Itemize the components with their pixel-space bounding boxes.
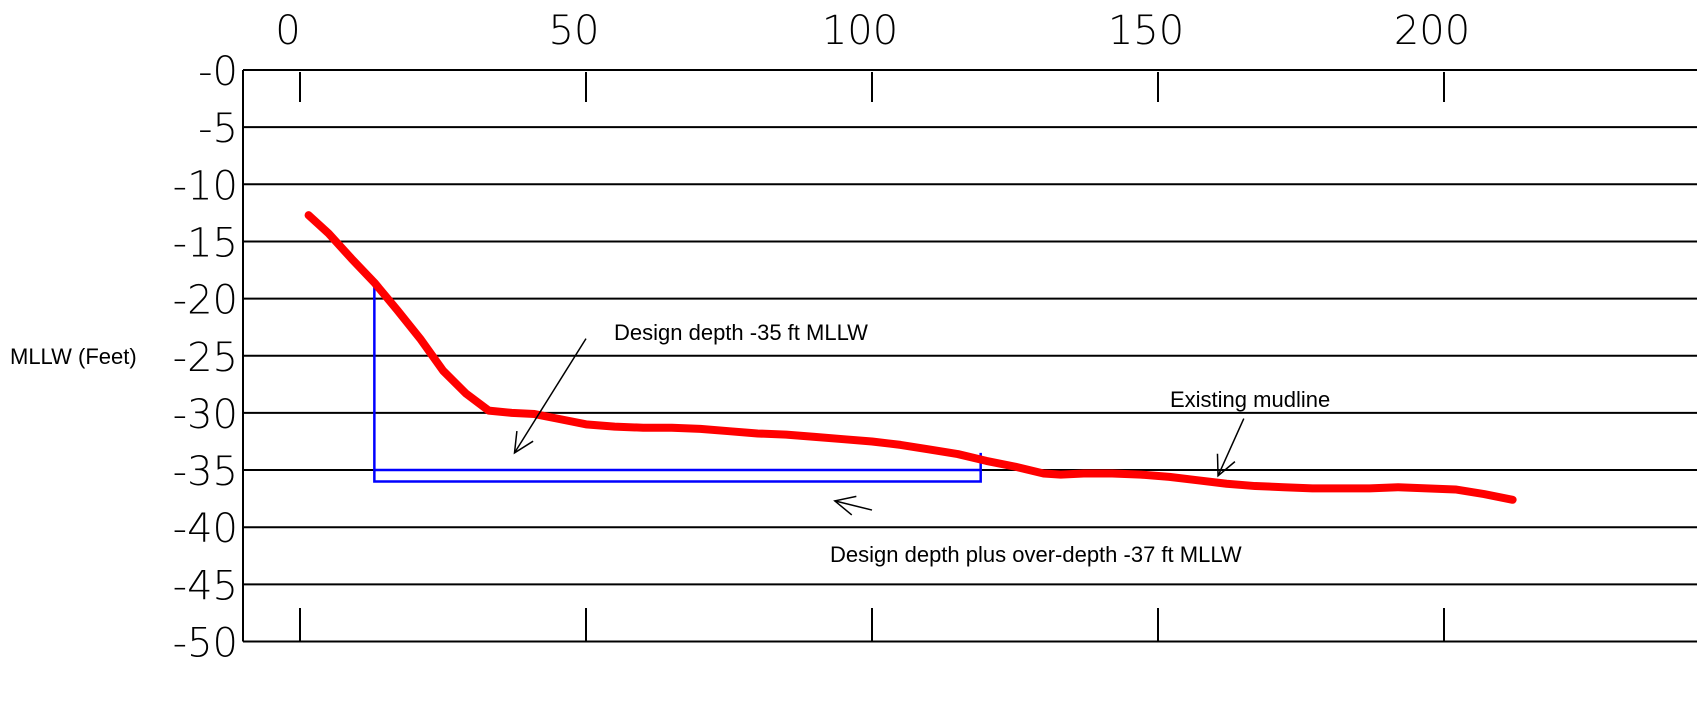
annotation-label: Design depth -35 ft MLLW (614, 320, 868, 345)
annotation-arrowhead (513, 430, 534, 455)
y-tick-label: -10 (173, 163, 238, 209)
y-tick-label: -25 (173, 335, 238, 381)
x-axis-ticks: 0 50 100 150 200 (275, 8, 1470, 642)
y-tick-label: -45 (173, 563, 238, 609)
y-tick-label: -30 (173, 392, 238, 438)
x-tick-label: 100 (822, 8, 898, 54)
annotation-arrow (513, 338, 587, 454)
over-depth-outline (373, 281, 982, 483)
annotation-arrowhead (1216, 453, 1236, 478)
annotation-arrow (834, 500, 873, 511)
mudline-line (304, 211, 1517, 504)
grid-lines (242, 69, 1697, 643)
annotations: Design depth -35 ft MLLW Design depth plu… (513, 320, 1330, 567)
design-profile (373, 281, 982, 483)
x-tick-label: 150 (1108, 8, 1184, 54)
y-tick-label: -50 (173, 621, 238, 667)
annotation-arrowhead (833, 495, 857, 516)
x-tick-label: 200 (1394, 8, 1470, 54)
annotation-label: Design depth plus over-depth -37 ft MLLW (830, 542, 1242, 567)
x-tick-label: 50 (549, 8, 600, 54)
y-tick-label: -40 (173, 506, 238, 552)
y-tick-label: -35 (173, 449, 238, 495)
y-tick-label: -5 (198, 106, 238, 152)
annotation-arrow (1217, 418, 1245, 477)
annotation-label: Existing mudline (1170, 387, 1330, 412)
y-tick-label: -0 (198, 49, 238, 95)
y-axis-label: MLLW (Feet) (10, 344, 137, 369)
mudline-series (304, 211, 1517, 504)
y-axis-tick-labels: -0 -5 -10 -15 -20 -25 -30 -35 -40 -45 -50 (173, 49, 238, 667)
y-tick-label: -15 (173, 220, 238, 266)
x-tick-label: 0 (275, 8, 300, 54)
y-tick-label: -20 (173, 278, 238, 324)
